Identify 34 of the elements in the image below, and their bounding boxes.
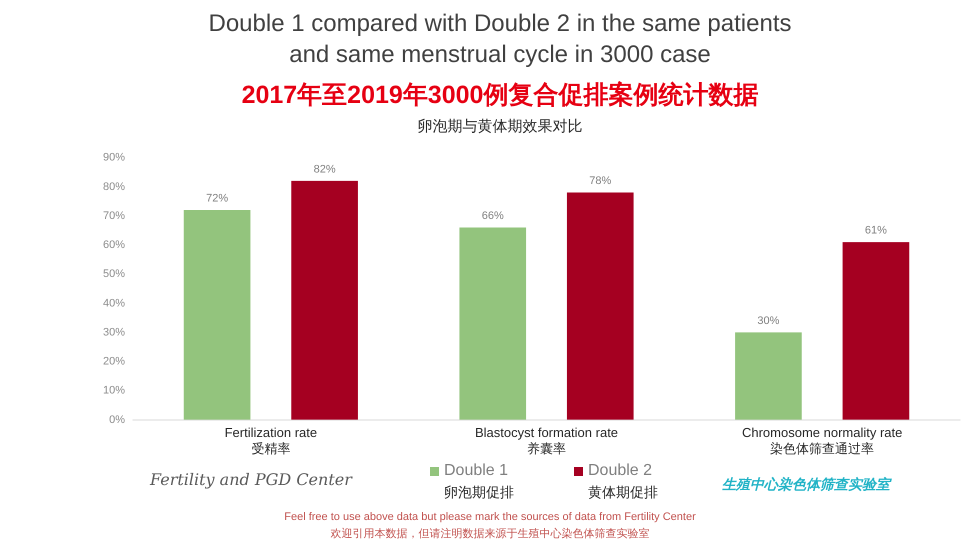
x-tick-label: Blastocyst formation rate 养囊率	[474, 425, 618, 456]
bar	[842, 242, 910, 420]
y-tick-label: 10%	[102, 384, 126, 397]
chart-title: Double 1 compared with Double 2 in the same patients and same menstrual cycle in 3000 case	[207, 9, 792, 70]
y-tick-label: 20%	[102, 356, 126, 368]
bar	[566, 192, 634, 420]
x-tick-label: Fertilization rate 受精率	[224, 425, 318, 456]
y-tick-label: 90%	[102, 152, 126, 164]
y-tick-label: 30%	[102, 326, 126, 338]
bar	[459, 228, 526, 420]
text: Feel free to use above data but please mark the sources of data from Fertility Center	[283, 511, 697, 523]
y-tick-label: 40%	[102, 297, 126, 310]
text: 欢迎引用本数据，但请注明数据来源于生殖中心染色体筛查实验室	[330, 526, 650, 541]
y-tick-label: 70%	[102, 210, 126, 222]
bar	[735, 332, 802, 420]
chart-subtitle: 2017年至2019年3000例复合促排案例统计数据	[240, 80, 760, 111]
legend-label: Double 1 卵泡期促排	[444, 462, 514, 502]
text: 生殖中心染色体筛查实验室	[722, 476, 890, 494]
data-label: 82%	[314, 163, 336, 176]
data-label: 72%	[206, 192, 228, 205]
data-label: 61%	[864, 224, 888, 237]
data-label: 66%	[482, 210, 504, 222]
y-tick-label: 0%	[109, 414, 126, 426]
data-label: 30%	[757, 314, 780, 327]
text: Fertility and PGD Center	[150, 470, 352, 489]
text: 卵泡期与黄体期效果对比	[416, 117, 584, 136]
y-tick-label: 80%	[102, 180, 126, 193]
data-label: 78%	[589, 175, 612, 188]
y-tick-label: 50%	[102, 268, 126, 280]
bar	[184, 210, 250, 420]
legend-label: Double 2 黄体期促排	[588, 462, 658, 502]
x-tick-label: Chromosome normality rate 染色体筛查通过率	[742, 425, 902, 456]
y-tick-label: 60%	[102, 239, 126, 252]
bar	[291, 180, 358, 420]
